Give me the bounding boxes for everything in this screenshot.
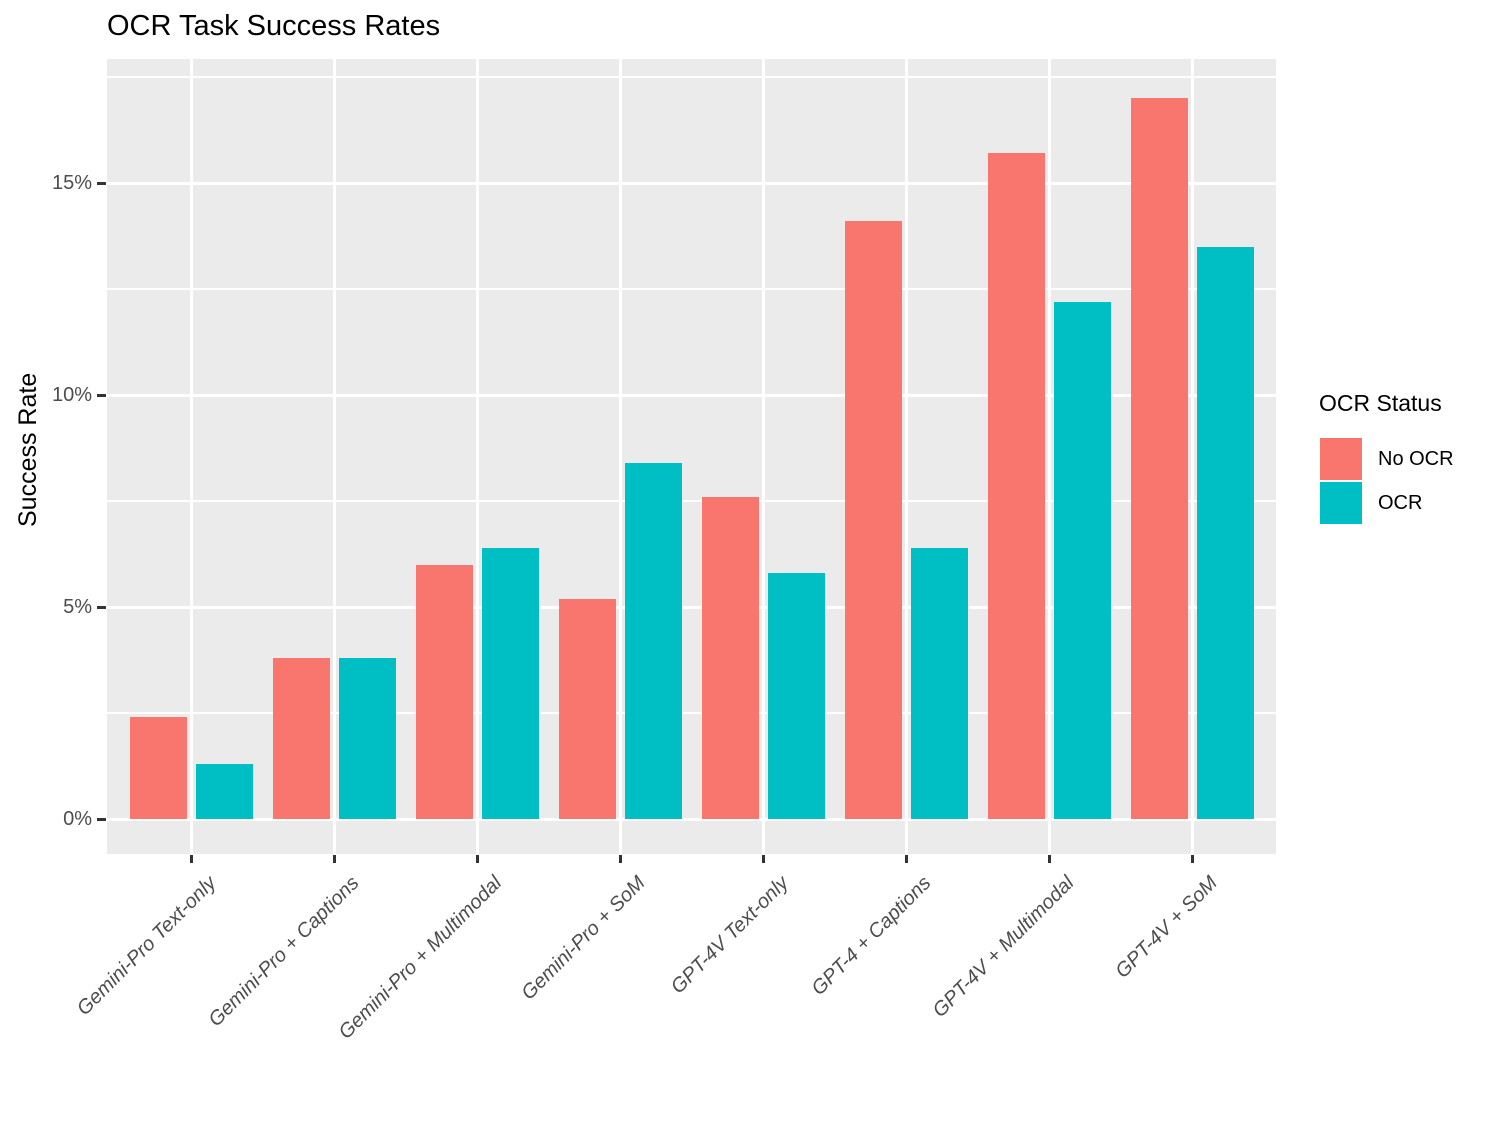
legend-item-ocr: OCR (1319, 481, 1489, 525)
gridline-vertical (1190, 59, 1194, 854)
x-tick-label-gemini-pro-som: Gemini-Pro + SoM (517, 872, 650, 1005)
y-tick (97, 605, 106, 609)
legend-label-no-ocr: No OCR (1378, 447, 1454, 470)
x-tick-label-gpt-4v-text-only: GPT-4V Text-only (666, 872, 793, 999)
gridline-minor (107, 288, 1276, 290)
legend-label-ocr: OCR (1378, 491, 1423, 514)
legend-swatch-ocr (1319, 481, 1363, 525)
gridline-vertical (904, 59, 908, 854)
x-tick-label-gemini-pro-captions: Gemini-Pro + Captions (204, 872, 364, 1032)
gridline-major (107, 181, 1276, 185)
y-tick-label: 10% (51, 384, 92, 406)
x-tick (189, 855, 193, 863)
bar-ocr-gpt-4v-som (1196, 246, 1254, 819)
gridline-vertical (761, 59, 765, 854)
bar-no-ocr-gemini-pro-som (558, 598, 616, 819)
bar-no-ocr-gpt-4-captions (844, 221, 902, 819)
x-tick (1047, 855, 1051, 863)
x-tick (332, 855, 336, 863)
gridline-vertical (332, 59, 336, 854)
bar-no-ocr-gpt-4v-multimodal (987, 153, 1045, 819)
bar-no-ocr-gpt-4v-text-only (701, 496, 759, 819)
legend-swatch-no-ocr (1319, 437, 1363, 481)
y-tick (97, 393, 106, 397)
x-tick (618, 855, 622, 863)
legend: OCR Status No OCR OCR (1319, 390, 1489, 525)
y-tick-label: 15% (51, 172, 92, 194)
gridline-major (107, 605, 1276, 609)
x-tick-label-gpt-4-captions: GPT-4 + Captions (807, 872, 936, 1000)
bar-ocr-gpt-4-captions (910, 547, 968, 819)
legend-title: OCR Status (1319, 390, 1442, 416)
y-tick (97, 181, 106, 185)
gridline-vertical (189, 59, 193, 854)
x-tick (475, 855, 479, 863)
gridline-vertical (475, 59, 479, 854)
bar-ocr-gemini-pro-captions (338, 657, 396, 819)
x-tick-label-gpt-4v-som: GPT-4V + SoM (1111, 872, 1222, 983)
x-tick-label-gpt-4v-multimodal: GPT-4V + Multimodal (928, 872, 1079, 1022)
x-tick-label-gemini-pro-text-only: Gemini-Pro Text-only (72, 872, 221, 1020)
gridline-minor (107, 500, 1276, 502)
x-tick (904, 855, 908, 863)
legend-items: No OCR OCR (1319, 437, 1489, 525)
y-tick-label: 0% (63, 808, 92, 830)
y-tick-label: 5% (63, 596, 92, 618)
bar-no-ocr-gpt-4v-som (1130, 98, 1188, 819)
gridline-major (107, 817, 1276, 821)
plot-panel (107, 59, 1276, 854)
gridline-minor (107, 76, 1276, 78)
bar-ocr-gemini-pro-som (624, 462, 682, 819)
chart-title: OCR Task Success Rates (107, 10, 441, 42)
x-tick (761, 855, 765, 863)
x-tick-label-gemini-pro-multimodal: Gemini-Pro + Multimodal (334, 872, 507, 1044)
x-tick (1190, 855, 1194, 863)
bar-no-ocr-gemini-pro-multimodal (415, 564, 473, 819)
bar-ocr-gemini-pro-text-only (195, 763, 253, 819)
legend-item-no-ocr: No OCR (1319, 437, 1489, 481)
bar-ocr-gpt-4v-multimodal (1053, 301, 1111, 819)
bar-no-ocr-gemini-pro-text-only (129, 717, 187, 819)
gridline-vertical (618, 59, 622, 854)
gridline-vertical (1047, 59, 1051, 854)
y-tick (97, 817, 106, 821)
bar-no-ocr-gemini-pro-captions (272, 657, 330, 819)
gridline-minor (107, 712, 1276, 714)
gridline-major (107, 393, 1276, 397)
bar-ocr-gpt-4v-text-only (767, 573, 825, 819)
bar-ocr-gemini-pro-multimodal (481, 547, 539, 819)
